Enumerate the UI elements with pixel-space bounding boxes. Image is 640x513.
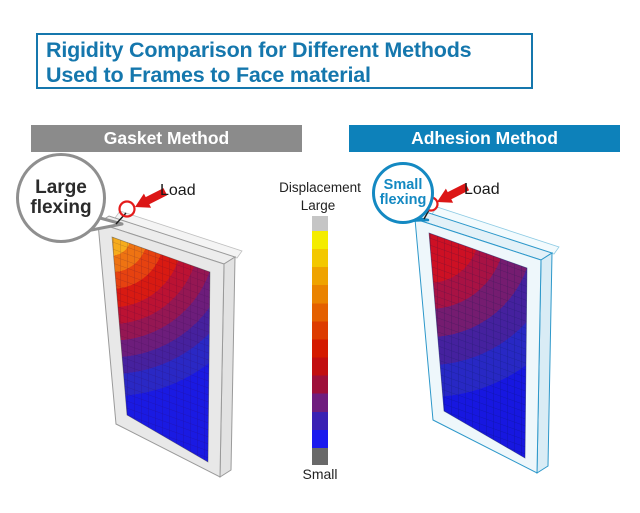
small-flexing-bubble: Small flexing <box>372 162 434 224</box>
legend-small-label: Small <box>302 466 338 482</box>
small-flexing-line-2: flexing <box>379 192 427 208</box>
small-flexing-line-1: Small <box>383 176 423 193</box>
displacement-colorbar <box>312 216 328 465</box>
gasket-mesh-overlay <box>112 237 210 462</box>
title-box: Rigidity Comparison for Different Method… <box>36 33 533 89</box>
large-flexing-bubble: Large flexing <box>16 153 106 243</box>
colorbar-gradient <box>312 231 328 448</box>
colorbar-bottom-cap <box>312 448 328 465</box>
adhesion-load-label: Load <box>464 181 500 198</box>
legend-large-label: Large <box>300 198 336 213</box>
title-line-2: Used to Frames to Face material <box>46 63 371 87</box>
large-flexing-line-1: Large <box>35 177 87 198</box>
displacement-legend-title: Displacement <box>279 180 361 195</box>
gasket-load-label: Load <box>160 182 196 199</box>
gasket-panel-illustration <box>96 210 243 478</box>
adhesion-panel-illustration <box>413 206 560 474</box>
title-line-1: Rigidity Comparison for Different Method… <box>46 38 472 62</box>
adhesion-method-header: Adhesion Method <box>349 125 620 152</box>
colorbar-top-cap <box>312 216 328 231</box>
large-flexing-line-2: flexing <box>30 197 92 218</box>
gasket-method-header: Gasket Method <box>31 125 302 152</box>
adhesion-mesh-overlay <box>429 233 527 458</box>
